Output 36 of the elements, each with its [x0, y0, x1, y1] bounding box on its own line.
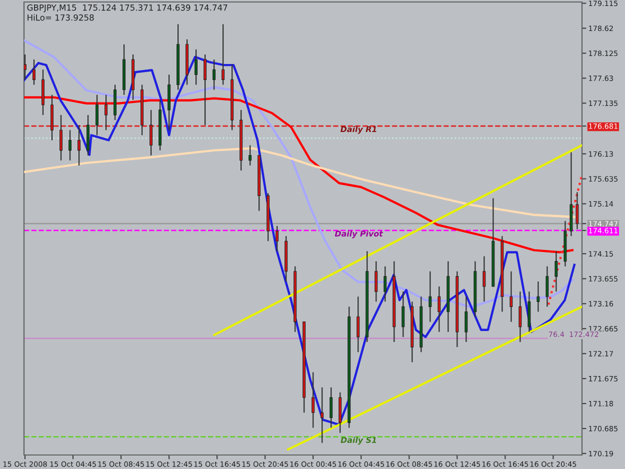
candlestick: [554, 250, 558, 292]
candlestick: [438, 286, 441, 332]
candlestick: [402, 291, 405, 338]
candlestick: [482, 256, 486, 302]
candlestick: [356, 296, 360, 353]
candlestick: [276, 225, 279, 252]
line-series: [24, 39, 574, 308]
candlestick: [24, 54, 26, 80]
candlestick: [60, 114, 62, 161]
candlestick: [68, 130, 72, 161]
candlestick: [312, 372, 315, 428]
candlestick: [320, 386, 324, 444]
candlestick: [194, 48, 198, 86]
candlestick: [464, 296, 468, 343]
candlestick: [78, 124, 80, 166]
annotation: HiLo= 173.9258: [28, 14, 94, 21]
candlestick: [150, 109, 153, 156]
candlestick: [428, 270, 432, 322]
candlestick: [104, 94, 108, 131]
candlestick: [536, 280, 540, 312]
candlestick: [248, 144, 252, 166]
line-series: [24, 147, 576, 218]
candlestick: [576, 192, 579, 230]
candlestick: [32, 58, 36, 86]
candlestick: [518, 291, 522, 343]
candlestick: [222, 24, 225, 86]
candlestick: [374, 260, 378, 302]
annotation: GBPJPY,M15 175.124 175.371 174.639 174.747: [27, 4, 228, 12]
candlestick: [384, 266, 387, 302]
candlestick: [546, 266, 549, 308]
candlestick: [212, 58, 216, 90]
line-series: [24, 96, 574, 254]
candlestick: [96, 94, 99, 136]
candlestick: [204, 54, 207, 126]
candlestick: [510, 270, 513, 322]
candlestick: [330, 386, 333, 428]
